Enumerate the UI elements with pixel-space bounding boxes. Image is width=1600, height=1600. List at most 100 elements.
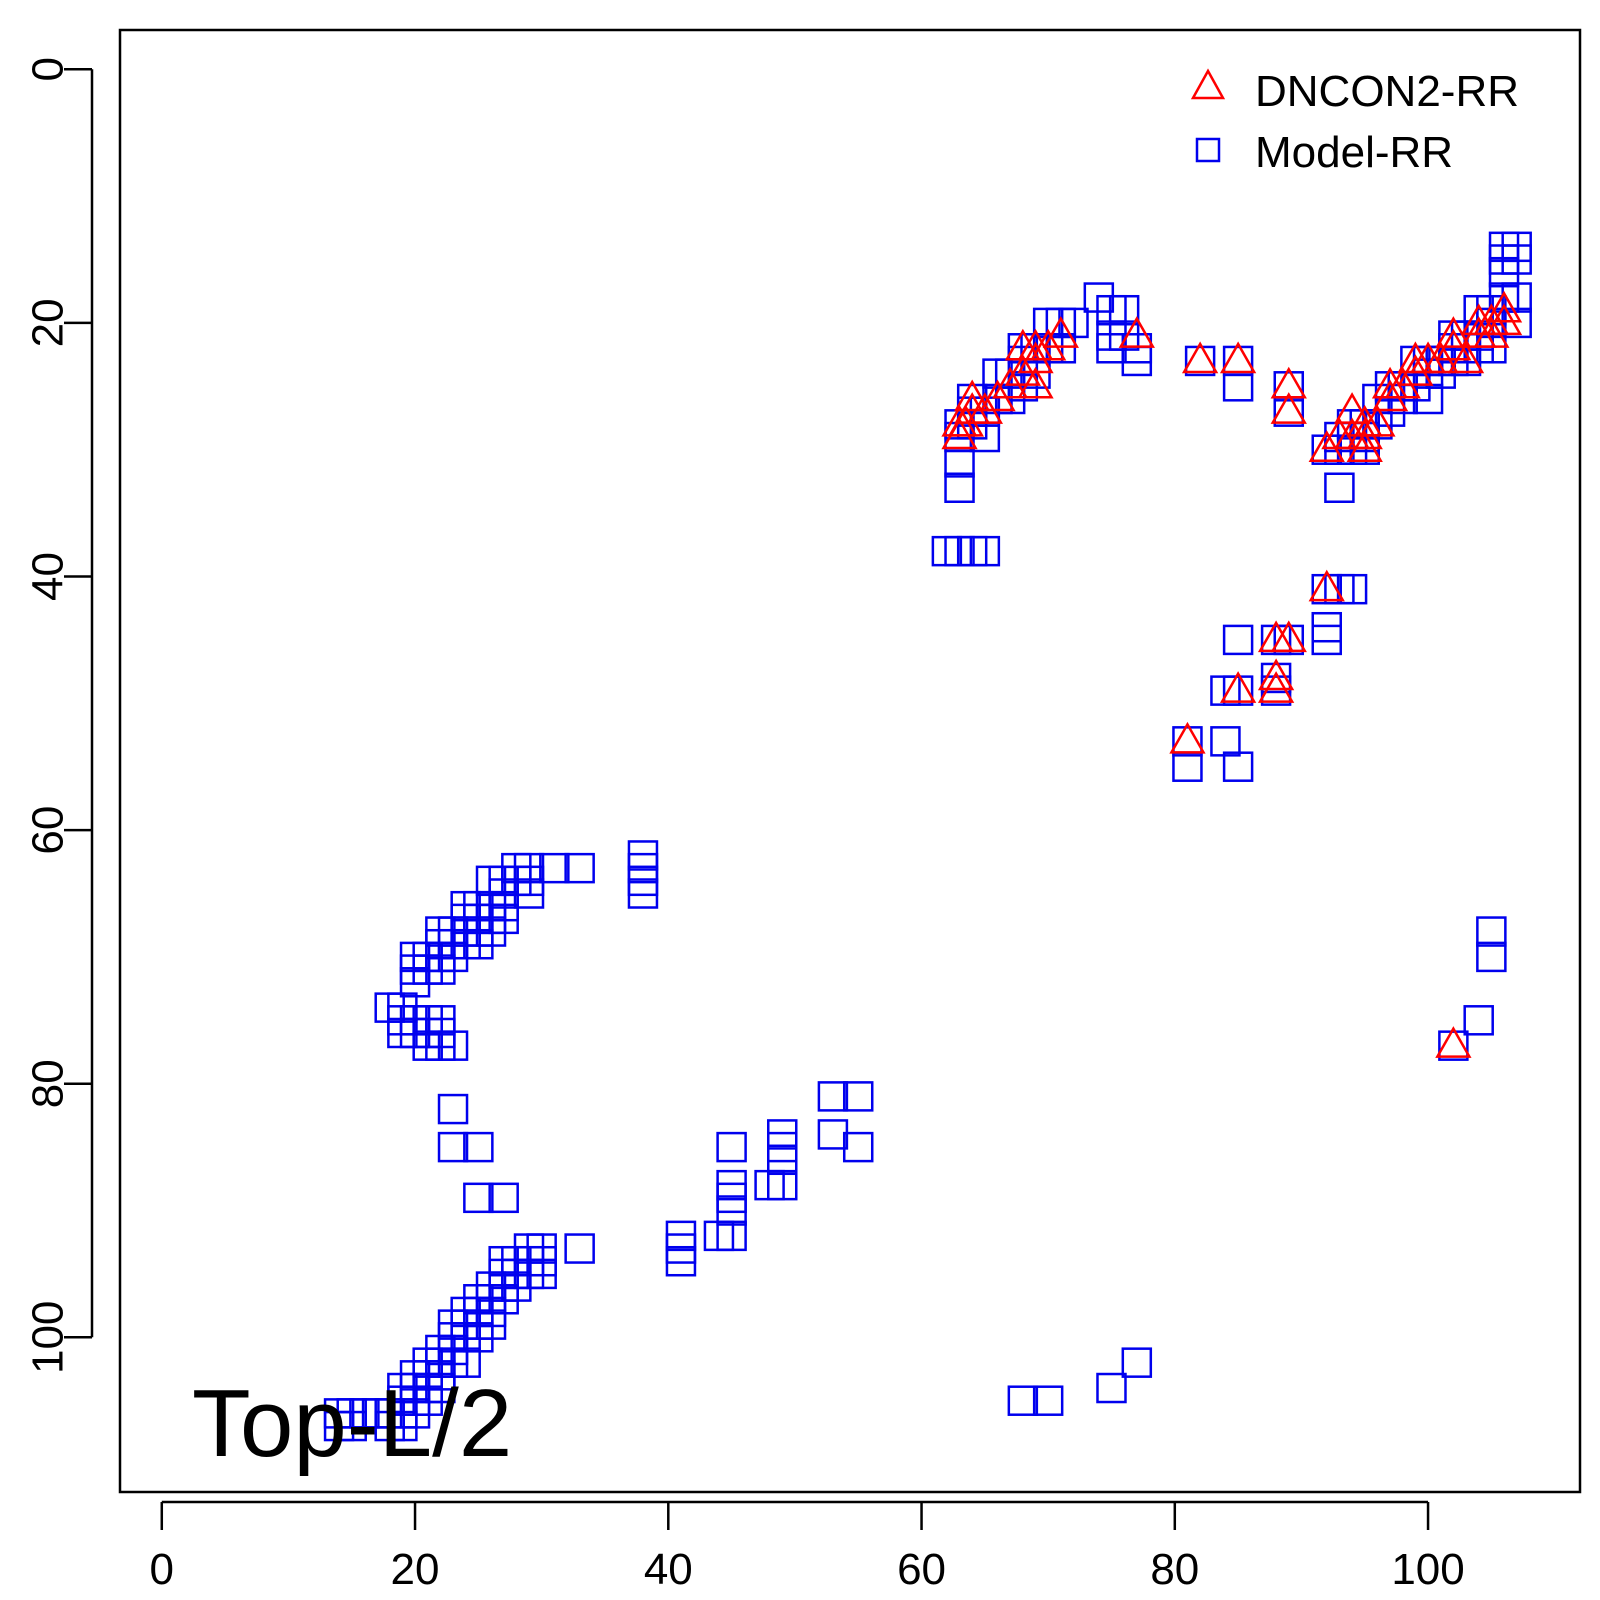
model-rr-point: [513, 1233, 545, 1264]
model-rr-point: [412, 1017, 443, 1049]
dncon2-rr-point: [1397, 354, 1434, 386]
model-rr-point: [944, 535, 975, 567]
model-rr-point: [437, 1334, 469, 1366]
y-tick-label: 20: [24, 298, 73, 347]
model-rr-point: [1222, 371, 1254, 402]
model-rr-point: [501, 1271, 532, 1302]
model-rr-point: [513, 1245, 545, 1277]
model-rr-point: [931, 535, 963, 567]
model-rr-point: [627, 865, 659, 897]
model-rr-point: [1172, 751, 1203, 782]
model-rr-point: [969, 396, 1001, 427]
model-rr-point: [842, 1081, 874, 1112]
model-rr-point: [1045, 307, 1077, 339]
dncon2-rr-point: [966, 392, 1004, 424]
model-rr-point: [412, 1030, 443, 1061]
model-rr-point: [716, 1220, 747, 1252]
model-rr-point: [817, 1119, 849, 1150]
model-rr-point: [526, 1233, 557, 1264]
model-rr-point: [1501, 244, 1532, 275]
model-rr-point: [1501, 231, 1532, 263]
model-rr-point: [1273, 371, 1305, 402]
model-rr-point: [767, 1144, 798, 1176]
model-rr-point: [754, 1169, 785, 1201]
model-rr-point: [323, 1410, 355, 1442]
model-rr-point: [944, 447, 975, 478]
model-rr-point: [627, 840, 659, 871]
model-rr-point: [1121, 345, 1153, 377]
dncon2-rr-point: [1181, 341, 1219, 374]
model-rr-point: [1184, 345, 1216, 377]
model-rr-point: [501, 1258, 532, 1290]
model-rr-point: [1210, 726, 1241, 757]
model-rr-point: [450, 928, 481, 960]
model-rr-point: [437, 1322, 469, 1353]
model-rr-point: [1096, 333, 1127, 364]
model-rr-point: [425, 954, 456, 985]
model-rr-point: [1463, 1005, 1494, 1036]
model-rr-point: [425, 1030, 456, 1061]
model-rr-point: [399, 1017, 431, 1049]
model-rr-point: [399, 941, 431, 973]
model-rr-point: [956, 535, 988, 567]
legend-label-model-rr: Model-RR: [1255, 128, 1453, 177]
legend-triangle-marker: [1190, 68, 1226, 100]
model-rr-point: [437, 1030, 469, 1061]
model-rr-point: [463, 903, 494, 935]
y-tick-label: 80: [24, 1059, 73, 1108]
model-rr-point: [374, 1410, 405, 1442]
model-rr-point: [627, 852, 659, 884]
model-rr-point: [488, 1245, 519, 1277]
model-rr-point: [387, 1005, 418, 1036]
model-rr-point: [450, 890, 481, 922]
model-rr-point: [665, 1233, 697, 1264]
model-rr-point: [463, 916, 494, 947]
model-rr-point: [374, 992, 405, 1023]
y-tick-label: 60: [24, 806, 73, 855]
model-rr-point: [463, 1182, 494, 1214]
model-rr-point: [488, 878, 519, 909]
dncon2-rr-point: [1270, 392, 1307, 424]
model-rr-point: [969, 535, 1001, 567]
dncon2-rr-point: [1004, 354, 1041, 386]
model-rr-point: [513, 865, 545, 897]
model-rr-point: [463, 1131, 494, 1163]
dncon2-rr-point: [1017, 366, 1054, 399]
model-rr-point: [767, 1131, 798, 1163]
y-axis: 0 20 40 60 80 100: [24, 57, 94, 1374]
model-rr-point: [1476, 916, 1507, 947]
model-rr-point: [412, 954, 443, 985]
dncon2-rr-point: [1219, 671, 1257, 703]
model-rr-point: [665, 1245, 697, 1277]
model-rr-point: [425, 1334, 456, 1366]
model-rr-point: [475, 1284, 507, 1315]
model-rr-point: [450, 1322, 481, 1353]
model-rr-point: [716, 1169, 747, 1201]
model-rr-point: [1108, 294, 1140, 326]
dncon2-rr-point: [1384, 366, 1421, 399]
y-tick-label: 40: [24, 552, 73, 601]
model-rr-point: [1222, 624, 1254, 656]
dncon2-rr-point: [1257, 671, 1295, 703]
model-rr-point: [412, 1005, 443, 1036]
model-rr-point: [513, 852, 545, 884]
model-rr-point: [387, 1017, 418, 1049]
model-rr-point: [437, 1131, 469, 1163]
model-rr-point: [425, 916, 456, 947]
model-rr-point: [399, 954, 431, 985]
model-rr-point: [1096, 294, 1127, 326]
dncon2-rr-point: [1485, 303, 1523, 336]
dncon2-rr-point: [1346, 417, 1383, 450]
dncon2-rr-point: [1359, 404, 1396, 437]
y-tick-label: 0: [24, 57, 73, 81]
dncon2-rr-point: [1030, 328, 1067, 361]
model-rr-point: [1007, 345, 1039, 377]
model-rr-point: [1488, 231, 1520, 263]
model-rr-point: [1336, 573, 1368, 605]
model-rr-point: [437, 916, 469, 947]
model-rr-point: [1032, 1385, 1064, 1416]
model-rr-point: [1083, 282, 1115, 313]
model-rr-point: [463, 1322, 494, 1353]
model-rr-point: [437, 1093, 469, 1125]
